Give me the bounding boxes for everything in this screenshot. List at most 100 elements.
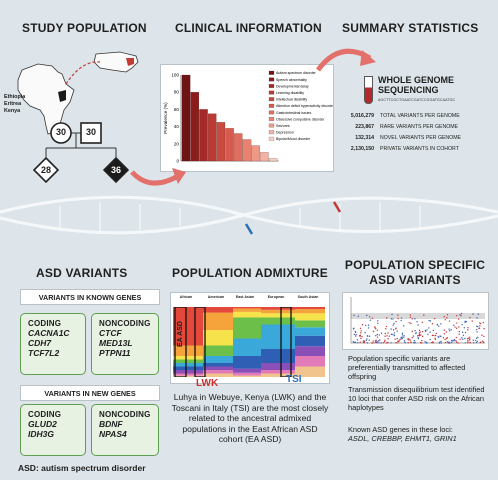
manhattan-point bbox=[425, 342, 428, 344]
test-tube-icon bbox=[364, 76, 373, 104]
gene-name: CACNA1C bbox=[28, 328, 70, 338]
manhattan-point bbox=[363, 340, 365, 342]
manhattan-point bbox=[432, 329, 435, 332]
manhattan-point bbox=[385, 328, 387, 330]
manhattan-point bbox=[360, 332, 362, 334]
manhattan-point bbox=[467, 327, 469, 329]
known-noncoding-box: NONCODING CTCF MED13L PTPN11 bbox=[91, 313, 159, 375]
manhattan-point bbox=[457, 318, 460, 320]
manhattan-point bbox=[385, 342, 388, 344]
manhattan-point bbox=[371, 342, 373, 344]
manhattan-point bbox=[466, 337, 469, 340]
admixture-segment bbox=[295, 327, 325, 336]
legend-swatch bbox=[268, 103, 275, 108]
manhattan-point bbox=[423, 314, 425, 316]
manhattan-point bbox=[459, 338, 461, 341]
manhattan-point bbox=[390, 333, 393, 336]
manhattan-point bbox=[400, 336, 402, 339]
legend-swatch bbox=[268, 117, 275, 121]
admixture-segment bbox=[295, 307, 325, 310]
admixture-segment bbox=[173, 375, 203, 377]
pop-specific-text3: Known ASD genes in these loci: ASDL, CRE… bbox=[348, 425, 494, 443]
manhattan-point bbox=[388, 335, 391, 337]
legend-label: Autism spectrum disorder bbox=[276, 71, 317, 75]
father-square bbox=[80, 122, 102, 144]
admixture-segment bbox=[173, 345, 203, 356]
manhattan-point bbox=[413, 341, 415, 344]
manhattan-point bbox=[364, 331, 366, 334]
manhattan-point bbox=[376, 336, 379, 338]
arrow-head-summary bbox=[360, 50, 376, 66]
manhattan-point bbox=[418, 329, 421, 332]
manhattan-point bbox=[475, 328, 478, 331]
y-axis-label: Prevalence (%) bbox=[163, 102, 168, 134]
new-noncoding-box: NONCODING BDNF NPAS4 bbox=[91, 404, 159, 456]
manhattan-point bbox=[446, 341, 449, 343]
admixture-segment bbox=[233, 311, 261, 318]
stat-row: 5,016,279 TOTAL VARIANTS PER GENOME bbox=[338, 110, 461, 121]
manhattan-point bbox=[360, 330, 362, 332]
manhattan-point bbox=[355, 335, 357, 337]
manhattan-point bbox=[357, 315, 360, 317]
manhattan-point bbox=[463, 327, 465, 329]
gene-name: GLUD2 bbox=[28, 419, 57, 429]
stat-value: 223,867 bbox=[355, 123, 374, 130]
manhattan-point bbox=[468, 339, 471, 341]
admixture-segment bbox=[203, 330, 233, 346]
manhattan-point bbox=[419, 331, 421, 333]
manhattan-point bbox=[386, 335, 388, 337]
new-genes-bar: VARIANTS IN NEW GENES bbox=[20, 385, 160, 401]
stat-label: TOTAL VARIANTS PER GENOME bbox=[380, 112, 460, 119]
manhattan-point bbox=[428, 327, 430, 329]
stat-value: 2,130,150 bbox=[350, 145, 374, 152]
manhattan-point bbox=[361, 336, 363, 338]
manhattan-point bbox=[398, 340, 400, 342]
stat-value: 132,314 bbox=[355, 134, 374, 141]
manhattan-point bbox=[365, 324, 367, 327]
y-tick-label: 80 bbox=[174, 90, 180, 95]
admixture-segment bbox=[261, 349, 295, 363]
manhattan-point bbox=[426, 329, 428, 331]
ea-asd-label: EA ASD bbox=[177, 321, 184, 347]
arrow-to-chart bbox=[130, 170, 180, 186]
lwk-label: LWK bbox=[196, 378, 219, 389]
gene-name: MED13L bbox=[99, 338, 133, 348]
manhattan-point bbox=[401, 334, 404, 336]
manhattan-point bbox=[415, 332, 417, 335]
manhattan-point bbox=[444, 341, 447, 344]
admixture-segment bbox=[203, 307, 233, 313]
legend-swatch bbox=[268, 110, 275, 115]
manhattan-point bbox=[467, 329, 469, 331]
manhattan-point bbox=[455, 340, 457, 342]
manhattan-point bbox=[413, 339, 416, 342]
manhattan-point bbox=[464, 342, 467, 344]
manhattan-point bbox=[374, 326, 376, 328]
bar bbox=[190, 92, 200, 162]
manhattan-point bbox=[477, 313, 480, 315]
admixture-segment bbox=[261, 307, 295, 310]
manhattan-point bbox=[477, 336, 479, 339]
manhattan-point bbox=[467, 339, 469, 342]
manhattan-point bbox=[417, 337, 420, 340]
manhattan-point bbox=[464, 321, 466, 324]
manhattan-point bbox=[483, 335, 485, 338]
group-label: South Asian bbox=[297, 295, 319, 299]
legend-label: Gastrointestinal issues bbox=[276, 111, 311, 115]
manhattan-point bbox=[384, 332, 387, 335]
manhattan-point bbox=[458, 326, 460, 328]
legend-label: Speech abnormality bbox=[276, 78, 307, 82]
manhattan-point bbox=[372, 330, 375, 333]
manhattan-point bbox=[440, 323, 442, 325]
manhattan-point bbox=[445, 337, 448, 340]
bar bbox=[181, 74, 191, 162]
admixture-segment bbox=[261, 373, 295, 377]
admixture-segment bbox=[233, 372, 261, 376]
legend-swatch bbox=[268, 70, 275, 75]
manhattan-point bbox=[396, 330, 398, 332]
manhattan-point bbox=[460, 312, 463, 315]
manhattan-point bbox=[469, 341, 472, 344]
manhattan-point bbox=[411, 336, 413, 339]
manhattan-point bbox=[440, 342, 443, 344]
admixture-segment bbox=[173, 363, 203, 367]
manhattan-point bbox=[421, 321, 424, 323]
